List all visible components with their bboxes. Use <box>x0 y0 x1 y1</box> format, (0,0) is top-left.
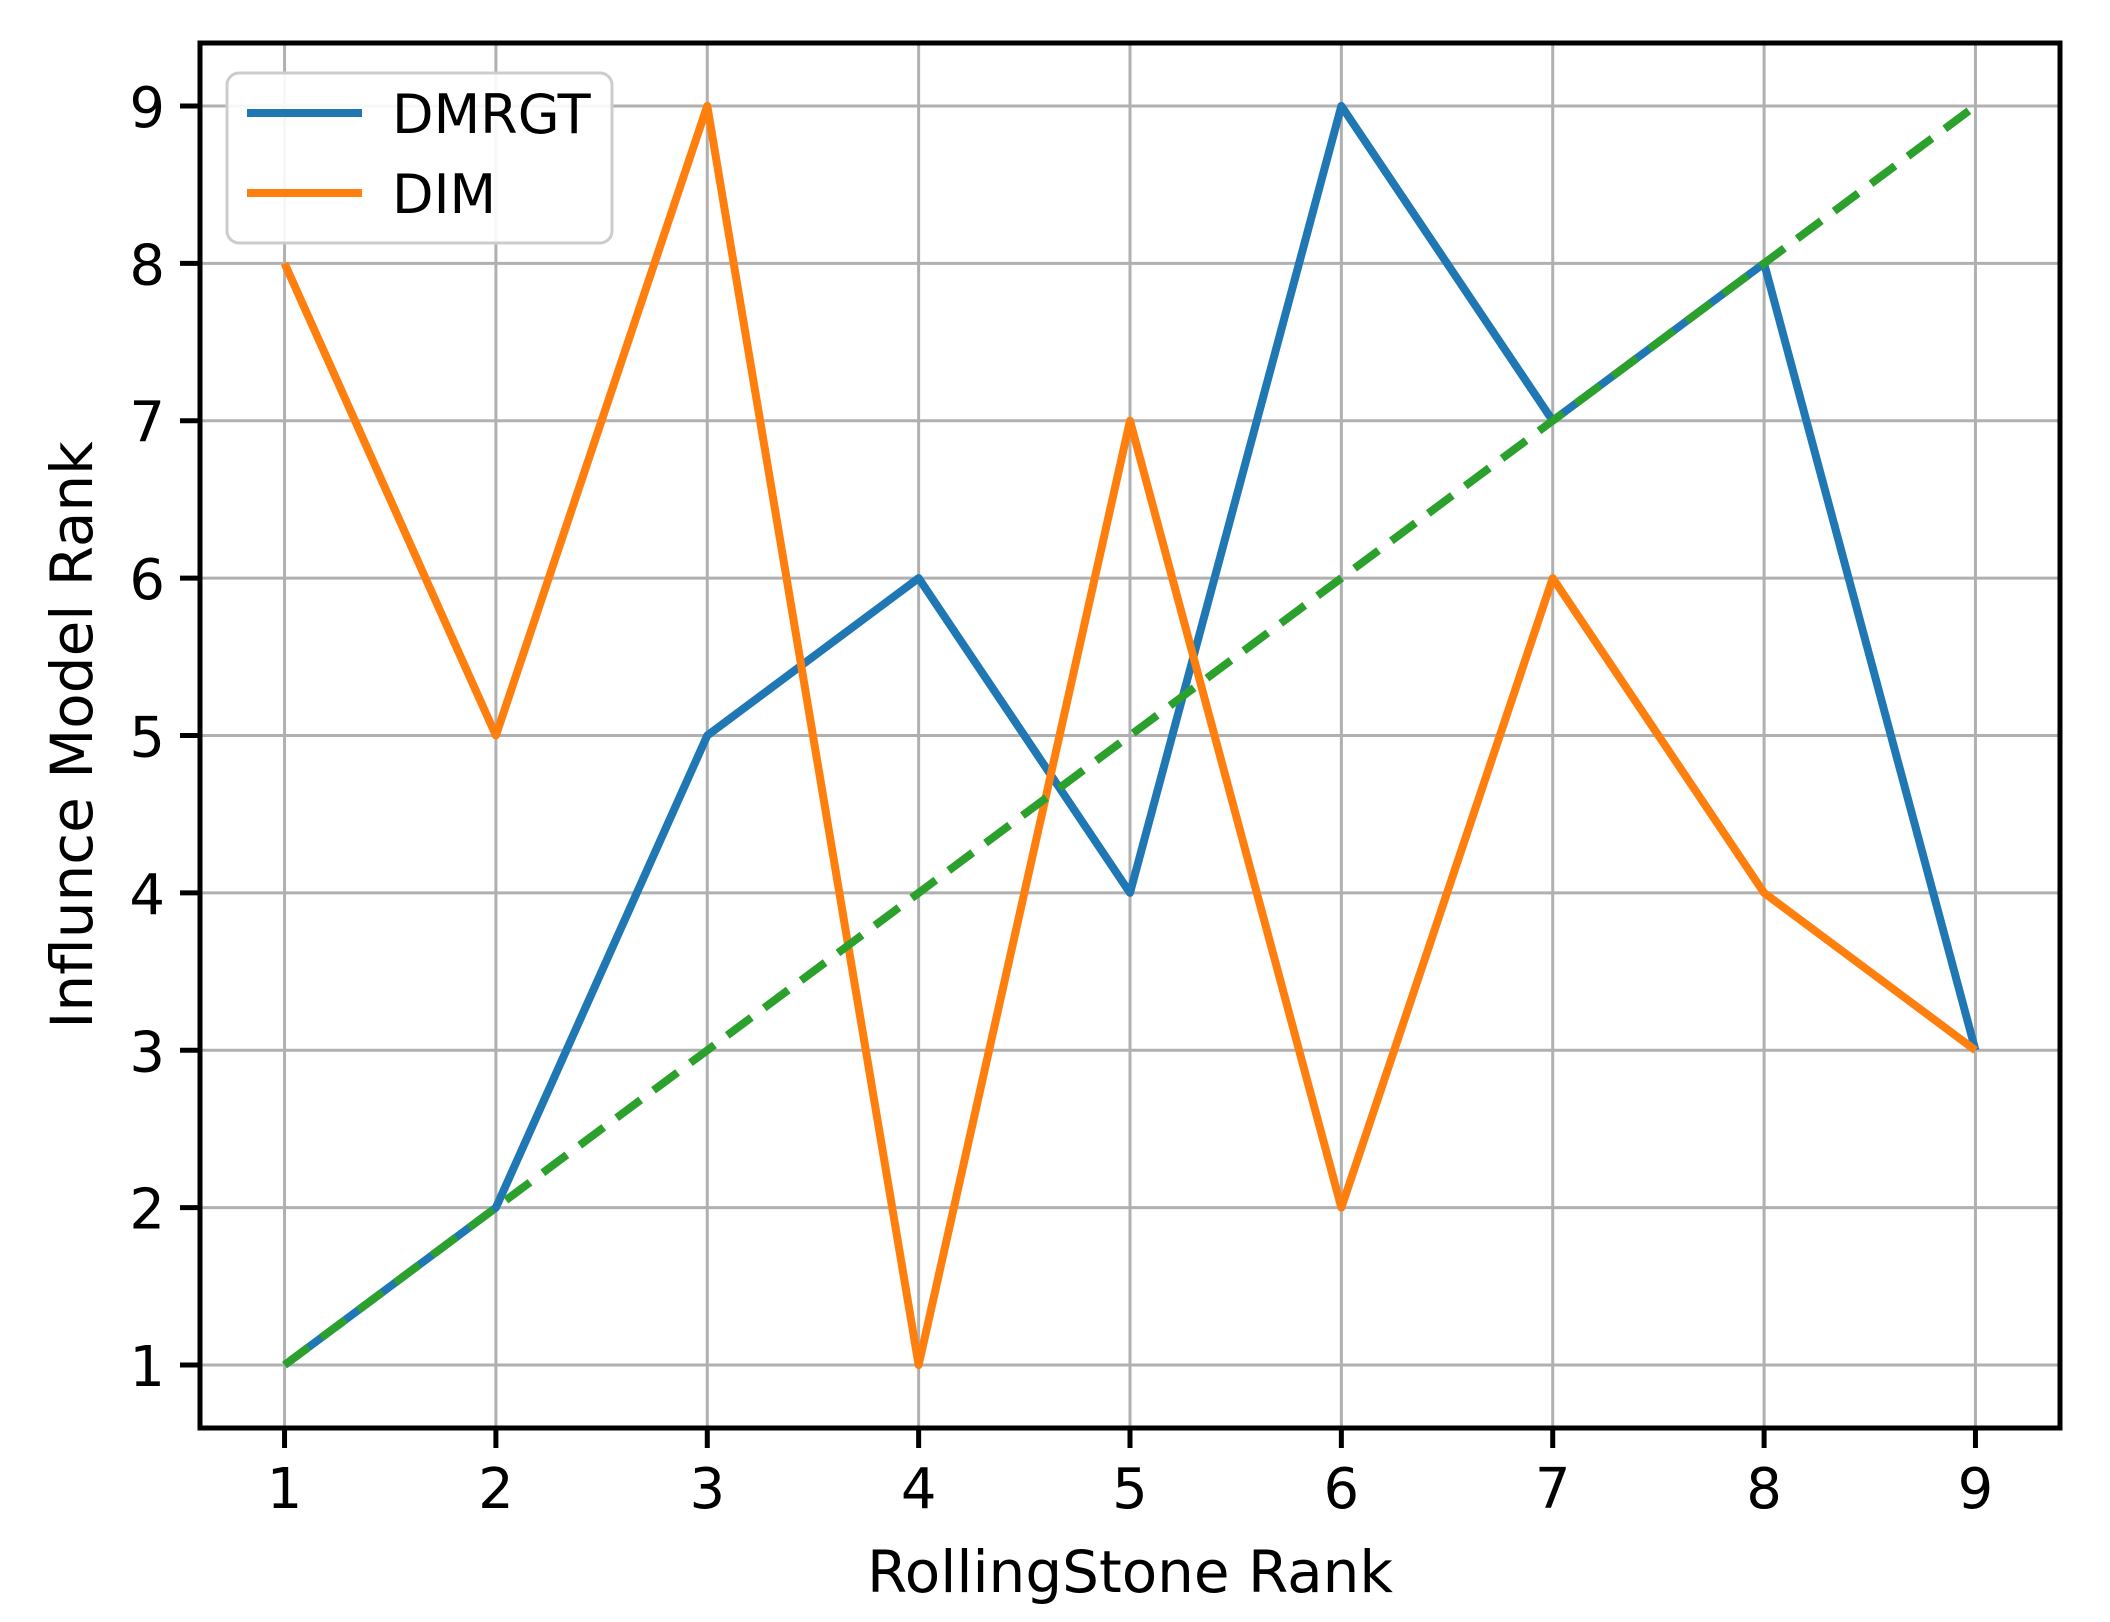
x-tick-label: 8 <box>1746 1457 1782 1522</box>
y-tick-label: 4 <box>129 863 165 928</box>
x-tick-label: 4 <box>901 1457 937 1522</box>
x-tick-label: 7 <box>1535 1457 1571 1522</box>
x-tick-label: 3 <box>689 1457 725 1522</box>
series-layer <box>280 101 1980 1370</box>
y-tick-label: 3 <box>129 1020 165 1085</box>
legend-label-dim: DIM <box>392 163 496 226</box>
x-axis-label: RollingStone Rank <box>867 1538 1393 1606</box>
legend: DMRGT DIM <box>225 71 614 245</box>
y-tick-label: 2 <box>129 1178 165 1243</box>
tick-layer <box>180 103 1978 1448</box>
x-tick-label: 2 <box>478 1457 514 1522</box>
x-tick-label: 6 <box>1324 1457 1360 1522</box>
y-tick-label: 5 <box>129 706 165 771</box>
y-tick-label: 9 <box>129 76 165 141</box>
tick-label-layer: 1 2 3 4 5 6 7 8 9 1 2 3 4 5 6 7 8 9 <box>129 76 1993 1522</box>
y-axis-label: Influnce Model Rank <box>38 441 106 1029</box>
series-line-identity-reference <box>282 102 1978 1369</box>
series-line-dim <box>280 101 1978 1370</box>
x-tick-label: 5 <box>1112 1457 1148 1522</box>
y-tick-label: 7 <box>129 391 165 456</box>
y-tick-label: 1 <box>129 1335 165 1400</box>
y-tick-label: 8 <box>129 233 165 298</box>
y-tick-label: 6 <box>129 548 165 613</box>
x-tick-label: 9 <box>1958 1457 1994 1522</box>
x-tick-label: 1 <box>267 1457 303 1522</box>
legend-label-dmrgt: DMRGT <box>392 83 592 146</box>
